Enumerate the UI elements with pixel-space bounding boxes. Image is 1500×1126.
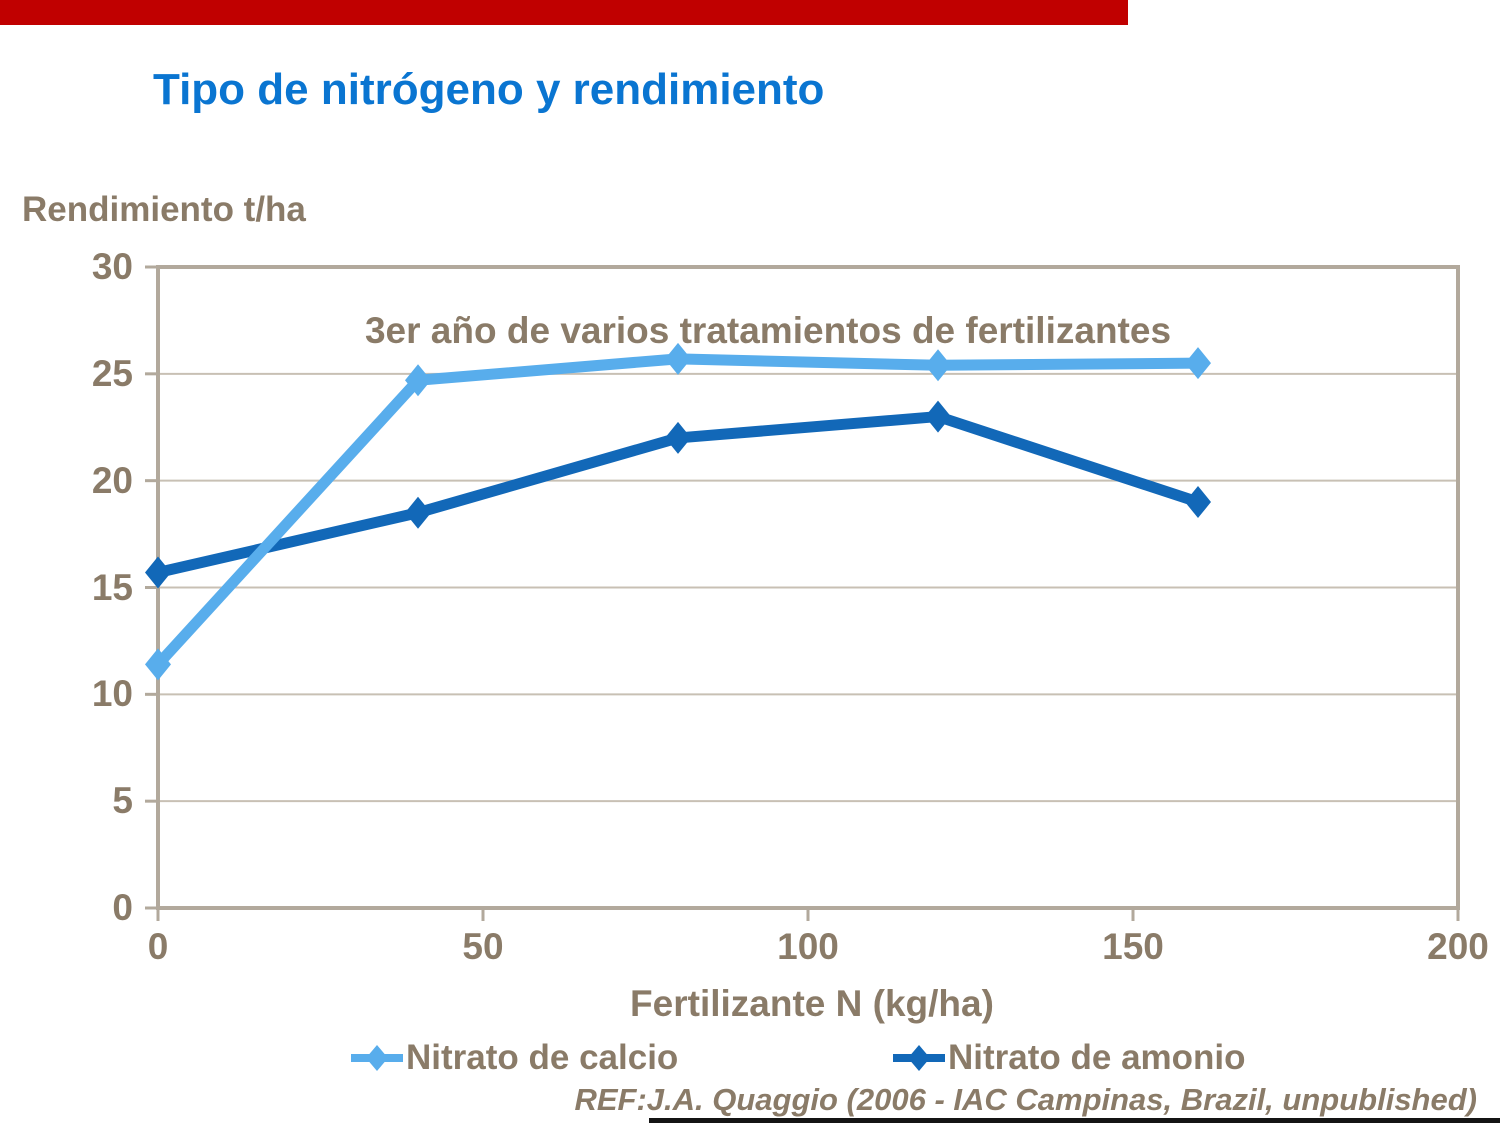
y-tick-label: 10 [91,673,133,715]
data-point-marker-amonio [665,421,691,454]
x-tick-label: 200 [1427,926,1489,967]
data-point-marker-amonio [145,556,171,589]
legend-label-calcio: Nitrato de calcio [406,1038,679,1077]
top-accent-bar [0,0,1128,25]
slide-title: Tipo de nitrógeno y rendimiento [153,65,825,114]
bottom-divider-line [649,1118,1500,1123]
x-axis-title: Fertilizante N (kg/ha) [630,983,994,1024]
y-tick-label: 15 [91,566,133,608]
data-point-marker-calcio [1185,347,1211,380]
data-point-marker-amonio [1185,486,1211,519]
series-line-calcio [153,353,1199,669]
x-tick-label: 150 [1102,926,1164,967]
y-tick-label: 20 [91,459,133,501]
y-tick-label: 0 [112,887,133,928]
legend-item-calcio: Nitrato de calcio [351,1038,678,1078]
y-tick-label: 25 [91,352,133,394]
legend-item-amonio: Nitrato de amonio [893,1038,1246,1078]
calcio-series-marker-icon [351,1045,403,1071]
reference-note: REF:J.A. Quaggio (2006 - IAC Campinas, B… [574,1082,1477,1117]
data-point-marker-calcio [405,364,431,397]
data-point-marker-amonio [405,496,431,529]
x-tick-label: 0 [147,926,169,967]
plot-border [156,265,1460,910]
data-point-marker-calcio [145,648,171,681]
chart-subtitle: 3er año de varios tratamientos de fertil… [364,310,1172,351]
y-tick-label: 5 [112,780,133,822]
series-line-amonio [156,411,1200,578]
legend-label-amonio: Nitrato de amonio [948,1038,1246,1077]
x-tick-label: 50 [462,926,504,967]
y-axis-heading: Rendimiento t/ha [22,190,306,229]
data-point-marker-calcio [925,349,951,382]
y-tick-label: 30 [91,246,133,287]
amonio-series-marker-icon [893,1045,945,1071]
x-tick-label: 100 [777,926,839,967]
data-point-marker-amonio [925,400,951,433]
